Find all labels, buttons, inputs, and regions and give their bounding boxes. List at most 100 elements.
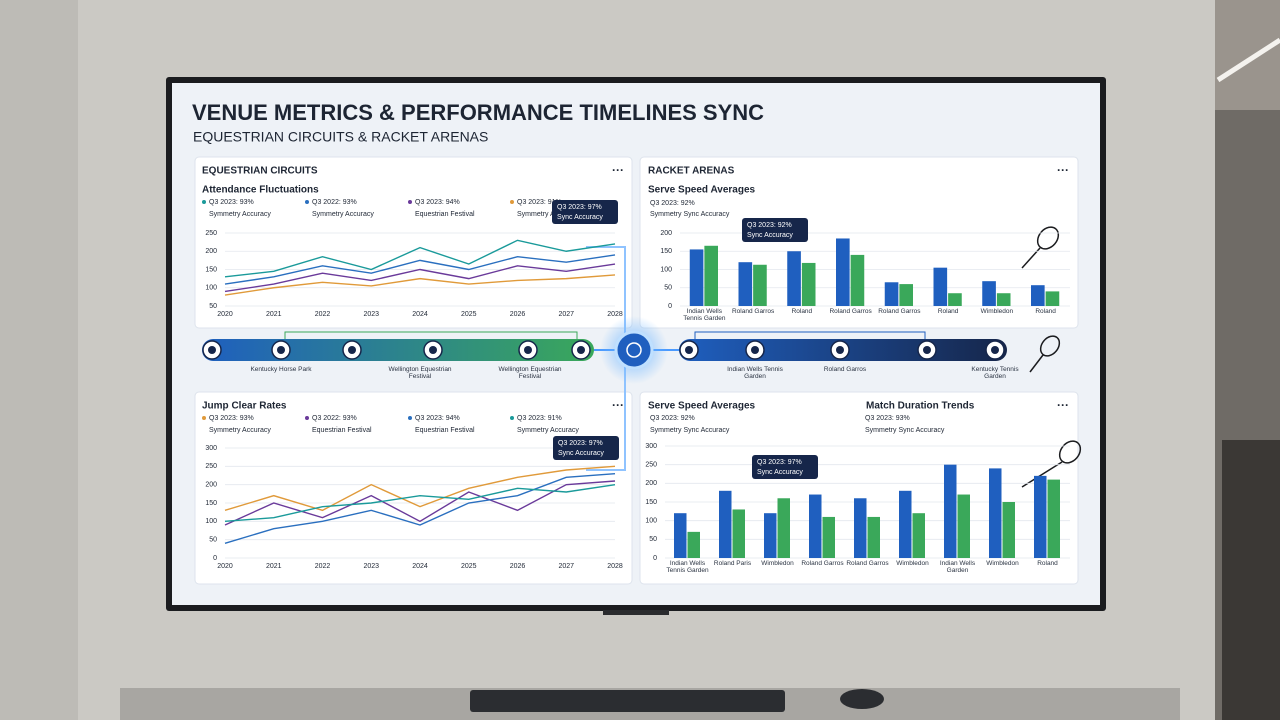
tv-stand <box>603 610 669 615</box>
menu-icon[interactable]: ··· <box>612 398 624 412</box>
racket <box>1021 461 1063 488</box>
bar <box>822 516 835 558</box>
chart-subtitle: Symmetry Sync Accuracy <box>650 427 730 434</box>
bar <box>738 262 753 306</box>
legend-note: Equestrian Festival <box>415 211 475 218</box>
legend-label: Q3 2023: 91% <box>517 199 562 206</box>
x-tick-label: Indian Wells Tennis Garden <box>683 308 726 322</box>
x-tick-label: Indian Wells Tennis Garden <box>683 308 726 322</box>
racket <box>1039 335 1061 357</box>
panel <box>194 391 633 585</box>
series-line <box>224 483 616 523</box>
panel <box>194 156 633 329</box>
legend-label: Q3 2023: 94% <box>415 415 460 422</box>
series-line <box>224 254 616 285</box>
series-line <box>224 472 616 545</box>
menu-icon[interactable]: ··· <box>1057 398 1069 412</box>
x-tick-label: Roland Garros <box>731 308 775 315</box>
legend-swatch <box>202 200 206 204</box>
bar <box>753 264 767 306</box>
y-tick-label: 0 <box>213 555 217 562</box>
legend-note: Symmetry Accuracy <box>209 211 271 218</box>
chart-subtitle: Symmetry Sync Accuracy <box>650 211 730 218</box>
x-tick-label: Wimbledon <box>761 560 794 567</box>
x-tick-label: 2024 <box>412 563 428 570</box>
y-tick-label: 0 <box>653 555 657 562</box>
x-tick-label: Roland Garros <box>823 366 867 373</box>
x-tick-label: 2025 <box>461 311 477 318</box>
side-ceiling <box>1215 0 1280 110</box>
tooltip-text: Sync Accuracy <box>747 232 793 239</box>
tooltip-text: Q3 2023: 97% <box>557 204 602 211</box>
y-tick-label: 0 <box>668 303 672 310</box>
timeline-node-icon <box>277 346 285 354</box>
timeline-node-icon <box>751 346 759 354</box>
x-tick-label: Wellington Equestrian Festival <box>388 366 451 380</box>
bar <box>982 281 996 306</box>
bar <box>1045 291 1060 306</box>
timeline-node-icon <box>577 346 585 354</box>
bar <box>836 238 850 306</box>
x-tick-label: Roland Garros <box>823 366 867 373</box>
series-line <box>224 239 616 278</box>
tooltip <box>553 436 619 460</box>
wall-left <box>0 0 78 720</box>
tooltip <box>742 218 808 242</box>
y-tick-label: 250 <box>205 230 217 237</box>
panel-label: RACKET ARENAS <box>648 166 735 177</box>
mouse <box>840 689 884 709</box>
x-tick-label: Roland <box>1037 560 1058 567</box>
racket <box>1029 354 1044 373</box>
y-tick-label: 250 <box>205 463 217 470</box>
y-tick-label: 50 <box>209 303 217 310</box>
x-tick-label: 2022 <box>315 563 331 570</box>
bar <box>1047 479 1060 558</box>
legend-label: Q3 2023: 93% <box>209 199 254 206</box>
x-tick-label: Roland Garros <box>801 560 844 567</box>
bar <box>732 509 745 558</box>
chart-title: Jump Clear Rates <box>202 401 287 412</box>
legend-note: Symmetry Accuracy <box>517 211 579 218</box>
x-tick-label: Wimbledon <box>981 308 1014 315</box>
x-tick-label: 2027 <box>558 311 574 318</box>
x-tick-label: 2023 <box>363 311 379 318</box>
y-tick-label: 150 <box>205 266 217 273</box>
menu-icon[interactable]: ··· <box>612 163 624 177</box>
y-tick-label: 200 <box>205 248 217 255</box>
x-tick-label: Roland <box>792 308 813 315</box>
dashboard-subtitle: EQUESTRIAN CIRCUITS & RACKET ARENAS <box>193 129 488 145</box>
bar <box>704 245 718 306</box>
menu-icon[interactable]: ··· <box>1057 163 1069 177</box>
sync-hub[interactable] <box>614 330 654 370</box>
x-tick-label: Kentucky Tennis Garden <box>971 366 1019 380</box>
bar <box>884 282 899 306</box>
bar <box>899 490 912 558</box>
x-tick-label: Roland Garros <box>829 308 871 315</box>
legend-swatch <box>510 416 514 420</box>
legend-swatch <box>305 416 309 420</box>
bar <box>674 513 687 558</box>
bar <box>687 531 700 558</box>
timeline-bracket <box>694 331 926 339</box>
x-tick-label: Indian Wells Tennis Garden <box>727 366 783 380</box>
y-tick-label: 200 <box>205 482 217 489</box>
y-tick-label: 100 <box>660 266 672 273</box>
x-tick-label: Indian Wells Garden <box>939 560 976 574</box>
chart-title: Serve Speed Averages <box>648 401 756 412</box>
bar <box>801 262 816 306</box>
racket <box>1036 226 1060 250</box>
legend-label: Q3 2023: 94% <box>415 199 460 206</box>
tooltip-text: Sync Accuracy <box>557 214 603 221</box>
series-line <box>224 465 616 512</box>
series-line <box>224 480 616 526</box>
timeline-node-icon <box>836 346 844 354</box>
tooltip-text: Q3 2023: 92% <box>747 222 792 229</box>
x-tick-label: Indian Wells Tennis Garden <box>727 366 783 380</box>
legend-label: Q3 2023: 93% <box>209 415 254 422</box>
x-tick-label: Wimbledon <box>896 560 929 567</box>
timeline-node-icon <box>923 346 931 354</box>
x-tick-label: Roland Garros <box>731 308 775 315</box>
x-tick-label: Wimbledon <box>986 560 1019 567</box>
x-tick-label: Roland Garros <box>878 308 920 315</box>
